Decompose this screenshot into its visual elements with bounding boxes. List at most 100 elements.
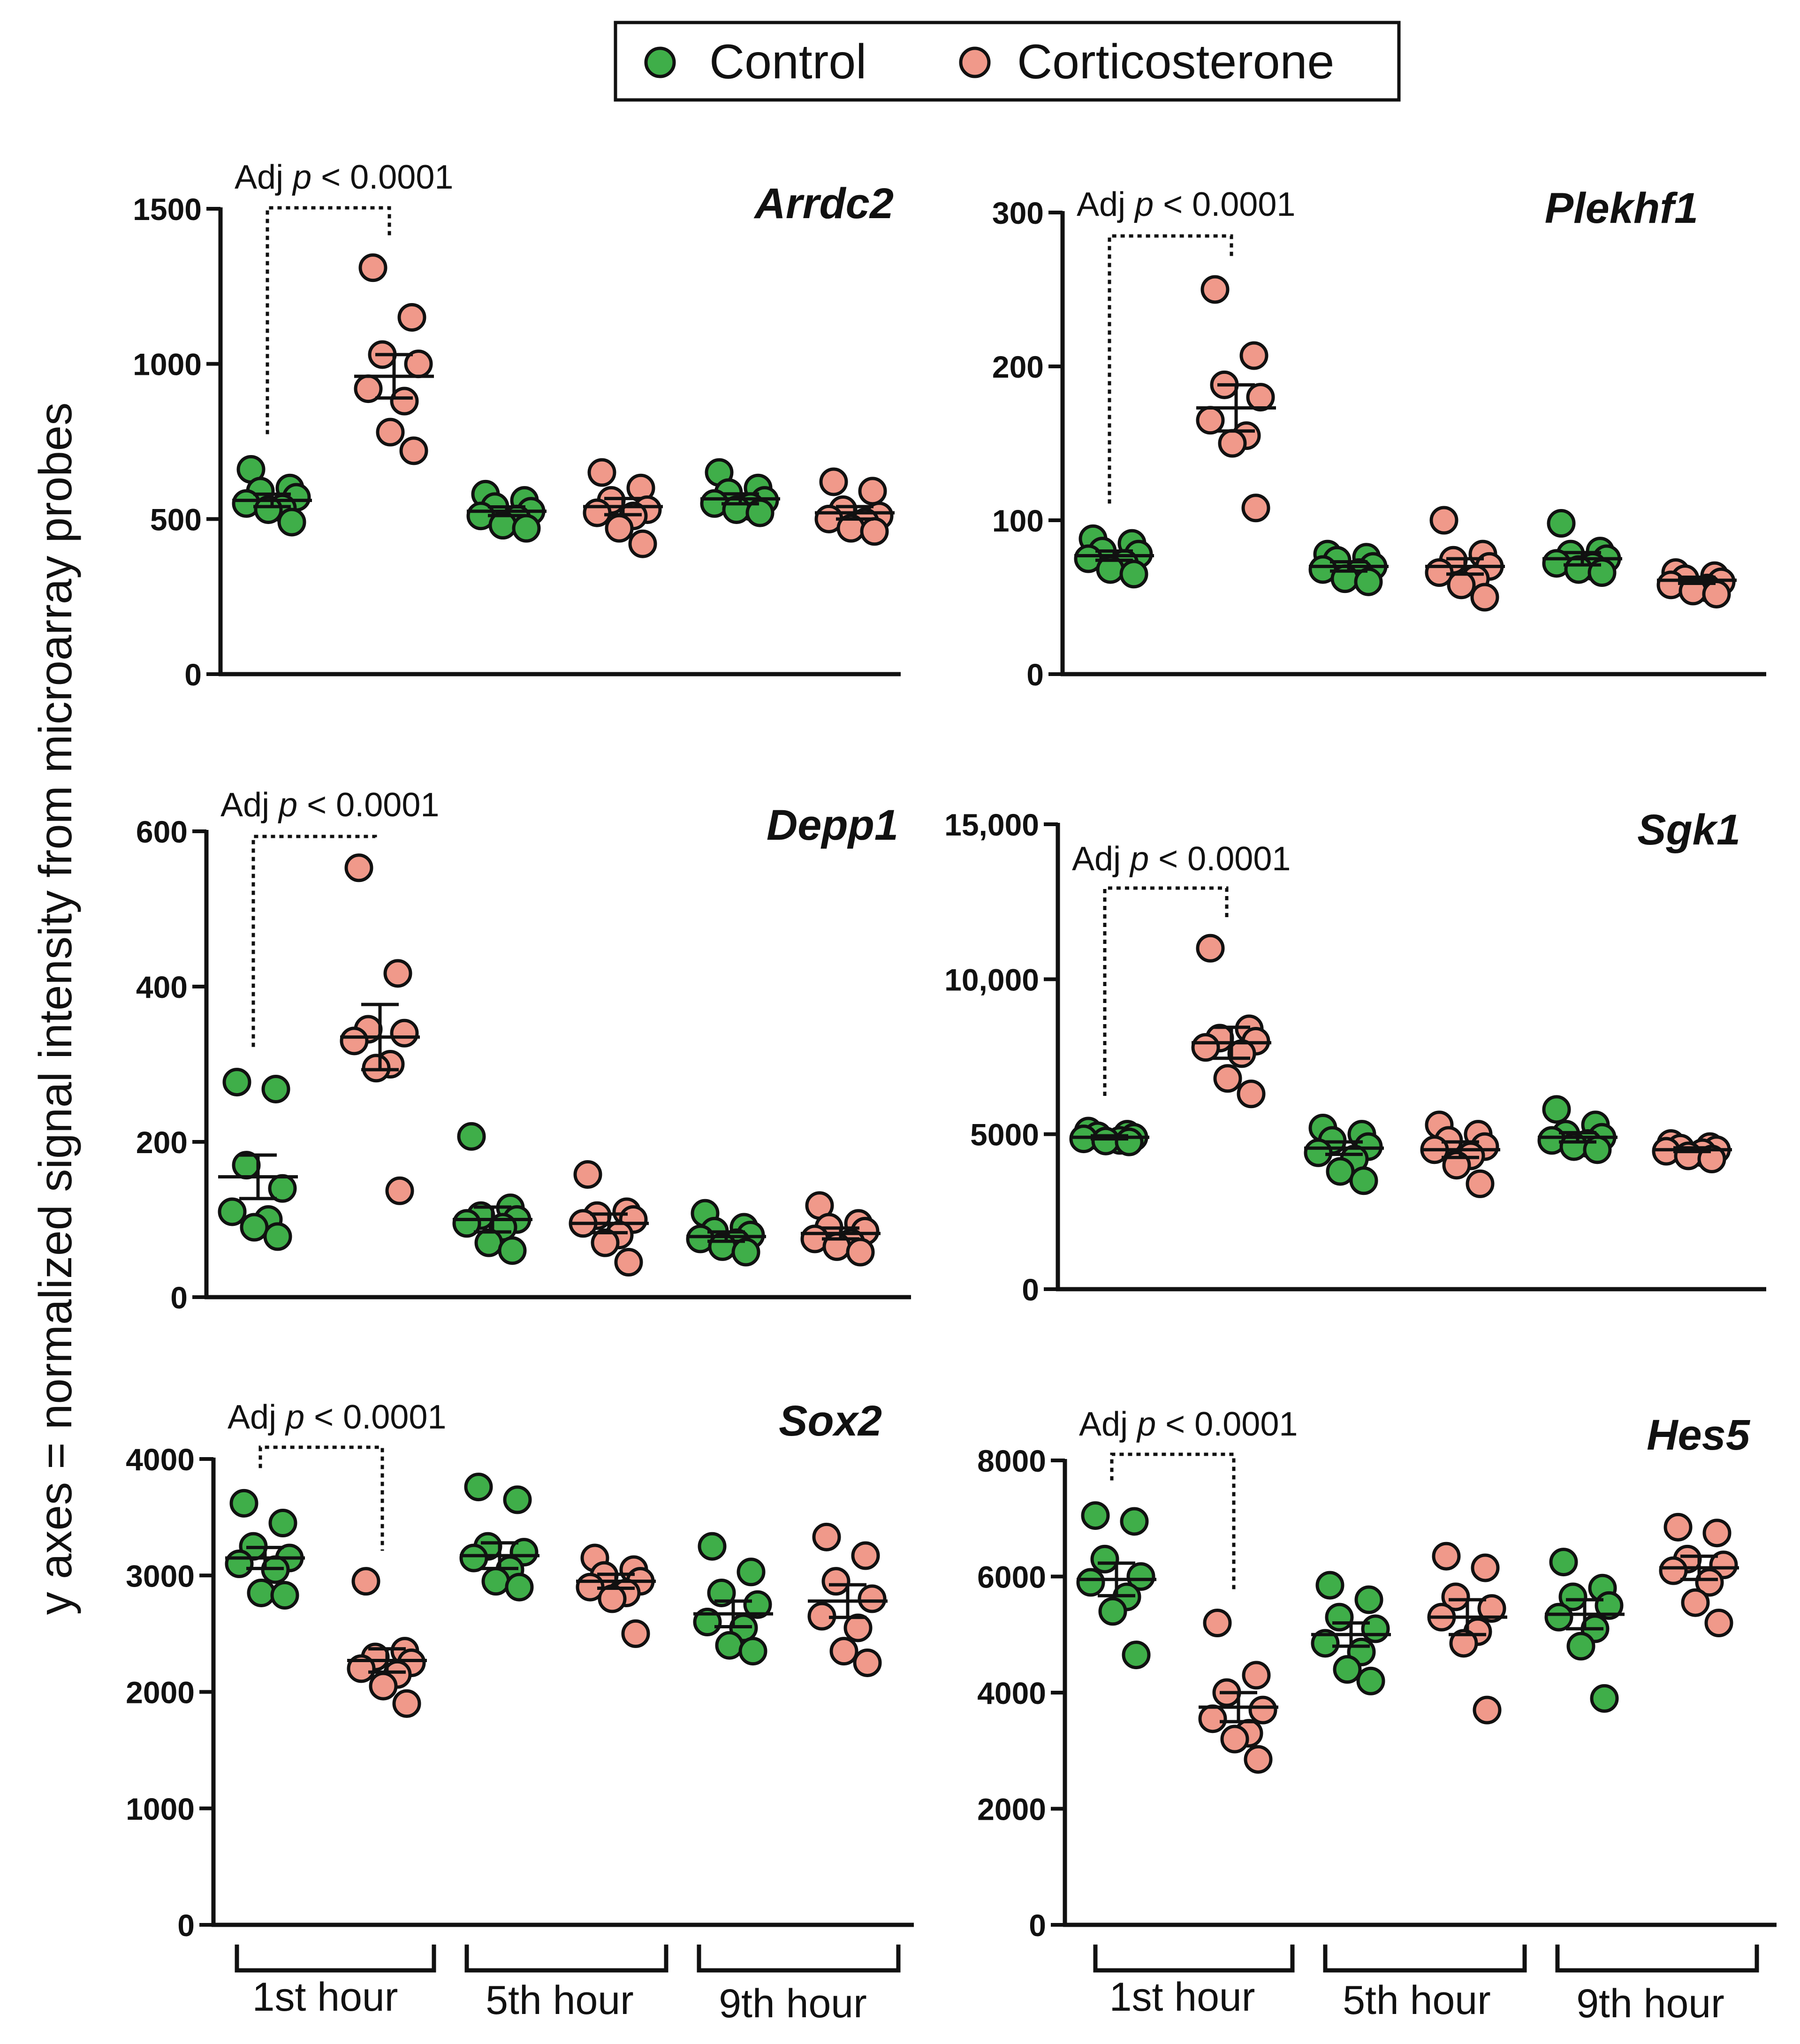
data-point (464, 1473, 493, 1502)
significance-bracket (1103, 886, 1229, 1096)
panel-sox2: 0 1000 2000 3000 4000 Sox2 Adj p < 0.0001 (126, 1397, 914, 1943)
group-4-control (686, 1199, 766, 1267)
legend-label-corticosterone: Corticosterone (1017, 35, 1334, 89)
data-point (698, 1532, 727, 1561)
group-3-corticosterone (1425, 506, 1505, 612)
panels: 0 500 1000 1500 Arrdc2 Adj p < 0.0001 0 100 200 3… (126, 159, 1777, 1943)
data-point (1349, 1166, 1378, 1195)
data-point (1447, 570, 1476, 600)
data-point (1566, 1632, 1595, 1661)
data-point (621, 1619, 650, 1648)
data-point (1227, 1039, 1256, 1068)
panel-arrdc2: 0 500 1000 1500 Arrdc2 Adj p < 0.0001 (133, 159, 901, 692)
group-0-control (1076, 1501, 1156, 1670)
y-tick-label: 600 (136, 814, 188, 849)
group-1-corticosterone (1198, 1609, 1278, 1774)
group-1-corticosterone (347, 1567, 427, 1718)
significance-bracket (251, 835, 377, 1047)
data-point (693, 1608, 722, 1637)
data-point (853, 1648, 882, 1677)
data-point (1361, 1614, 1390, 1643)
group-3-corticosterone (576, 1543, 656, 1648)
x-group-label-right-5th-hour: 5th hour (1343, 1978, 1491, 2023)
x-group-label-left-1st-hour: 1st hour (252, 1975, 398, 2020)
data-point (591, 1228, 620, 1257)
data-point (628, 529, 657, 558)
y-tick-label: 4000 (977, 1676, 1046, 1710)
legend-label-control: Control (709, 35, 866, 89)
data-point (1315, 1571, 1344, 1600)
significance-annotation: Adj p < 0.0001 (220, 786, 439, 1047)
data-point (247, 1578, 276, 1607)
data-point (731, 1238, 760, 1267)
data-point (254, 495, 283, 524)
data-point (1196, 406, 1225, 435)
data-point (512, 514, 541, 543)
group-2-control (1308, 539, 1389, 596)
group-4-control (1544, 1548, 1625, 1713)
data-point (1091, 1126, 1120, 1155)
group-5-corticosterone (800, 1191, 881, 1267)
y-tick-label: 3000 (126, 1558, 195, 1593)
data-point (583, 498, 612, 527)
data-point (858, 1584, 887, 1613)
data-point (1198, 1704, 1227, 1733)
data-point (397, 303, 426, 332)
group-2-control (1304, 1113, 1384, 1195)
data-point (819, 467, 848, 496)
group-3-corticosterone (1420, 1110, 1500, 1198)
y-tick-label: 1000 (126, 1792, 195, 1826)
data-point (1120, 1507, 1149, 1536)
data-point (829, 1637, 858, 1666)
legend-box (614, 21, 1401, 102)
data-point (225, 1549, 254, 1578)
group-4-control (693, 1532, 773, 1666)
y-tick-label: 0 (184, 657, 202, 692)
bracket-right-5th-hour (1323, 1945, 1527, 1973)
group-1-corticosterone (354, 253, 434, 465)
data-point (452, 1209, 481, 1238)
data-point (1076, 1568, 1105, 1597)
data-point (1354, 1585, 1383, 1614)
data-point (1239, 341, 1268, 370)
data-point (1695, 1568, 1724, 1597)
data-point (737, 1558, 766, 1587)
group-1-corticosterone (1191, 934, 1271, 1109)
group-3-corticosterone (583, 458, 663, 558)
x-group-label-right-1st-hour: 1st hour (1109, 1975, 1255, 2020)
significance-bracket (1108, 234, 1233, 504)
data-point (399, 436, 428, 465)
significance-annotation: Adj p < 0.0001 (1072, 840, 1291, 1096)
group-4-control (1537, 1095, 1618, 1164)
data-point (707, 1578, 736, 1607)
y-tick-label: 2000 (126, 1675, 195, 1710)
data-point (1196, 934, 1225, 963)
significance-label: Adj p < 0.0001 (228, 1398, 446, 1436)
data-point (376, 418, 405, 447)
group-2-control (466, 479, 547, 543)
data-point (277, 508, 306, 537)
data-point (1663, 1512, 1693, 1542)
panel-title: Depp1 (767, 801, 898, 849)
y-tick-label: 4000 (126, 1442, 195, 1477)
bracket-left-9th-hour (697, 1945, 901, 1973)
data-point (1702, 1519, 1732, 1548)
bracket-left-5th-hour (464, 1945, 668, 1973)
group-5-corticosterone (807, 1522, 888, 1677)
y-tick-label: 1000 (133, 347, 202, 382)
data-point (1659, 1556, 1688, 1585)
data-point (358, 253, 387, 282)
significance-annotation: Adj p < 0.0001 (235, 159, 453, 434)
legend-marker-corticosterone (959, 46, 991, 78)
data-point (1542, 1095, 1571, 1124)
data-point (503, 1485, 532, 1514)
group-3-corticosterone (1427, 1542, 1507, 1725)
data-point (1119, 560, 1148, 589)
data-point (1081, 1501, 1110, 1530)
significance-annotation: Adj p < 0.0001 (228, 1398, 446, 1551)
y-tick-label: 8000 (977, 1444, 1046, 1478)
panel-sgk1: 0 5000 10,000 15,000 Sgk1 Adj p < 0.0001 (944, 806, 1766, 1307)
data-point (1200, 275, 1230, 304)
group-5-corticosterone (1659, 1512, 1739, 1637)
data-point (860, 517, 889, 546)
